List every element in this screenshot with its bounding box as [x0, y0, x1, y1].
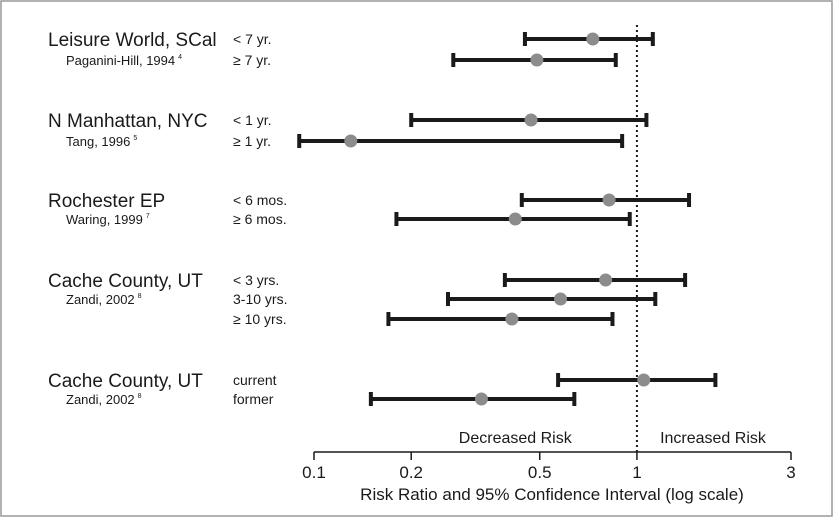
point-estimate: [524, 113, 538, 127]
subgroup-label: ≥ 7 yr.: [233, 52, 271, 68]
study-author-text: Waring, 1999: [66, 212, 143, 227]
point-estimate: [554, 292, 568, 306]
x-axis: 0.1 0.2 0.5 1 3: [302, 451, 796, 482]
subgroup-label: current: [233, 372, 277, 388]
subgroup-label: < 7 yr.: [233, 31, 272, 47]
study-name: Cache County, UT: [48, 371, 203, 392]
confidence-intervals: [297, 32, 718, 406]
study-name: Rochester EP: [48, 191, 165, 212]
reference-superscript: 8: [138, 393, 142, 400]
point-estimate: [602, 193, 616, 207]
study-author: Zandi, 2002 8: [66, 292, 142, 307]
study-author: Paganini-Hill, 1994 4: [66, 53, 182, 68]
subgroup-label: ≥ 1 yr.: [233, 133, 271, 149]
decreased-risk-label: Decreased Risk: [459, 430, 573, 447]
subgroup-label: ≥ 10 yrs.: [233, 311, 287, 327]
x-axis-ticks: 0.1 0.2 0.5 1 3: [302, 452, 796, 482]
subgroup-label: < 6 mos.: [233, 192, 287, 208]
study-name: Cache County, UT: [48, 271, 203, 292]
point-estimate: [508, 212, 522, 226]
subgroup-label: former: [233, 391, 274, 407]
x-tick-label: 3: [786, 463, 795, 482]
point-estimate: [599, 273, 613, 287]
study-author: Zandi, 2002 8: [66, 392, 142, 407]
subgroup-label: ≥ 6 mos.: [233, 211, 287, 227]
study-author-text: Paganini-Hill, 1994: [66, 53, 175, 68]
study-author: Tang, 1996 5: [66, 134, 137, 149]
x-tick-label: 0.5: [528, 463, 552, 482]
point-estimate: [474, 392, 488, 406]
x-tick-label: 0.2: [399, 463, 423, 482]
x-tick-label: 0.1: [302, 463, 326, 482]
subgroup-label: < 3 yrs.: [233, 272, 279, 288]
point-estimate: [586, 32, 600, 46]
study-author-text: Zandi, 2002: [66, 392, 135, 407]
point-estimate: [530, 53, 544, 67]
reference-superscript: 8: [138, 293, 142, 300]
x-tick-label: 1: [632, 463, 641, 482]
study-labels: Leisure World, SCal Paganini-Hill, 1994 4 <…: [48, 30, 287, 407]
reference-superscript: 7: [146, 213, 150, 220]
study-author-text: Zandi, 2002: [66, 292, 135, 307]
x-axis-title: Risk Ratio and 95% Confidence Interval (…: [360, 485, 744, 504]
study-name: N Manhattan, NYC: [48, 111, 207, 132]
subgroup-label: < 1 yr.: [233, 112, 272, 128]
increased-risk-label: Increased Risk: [660, 430, 767, 447]
reference-superscript: 5: [133, 135, 137, 142]
point-estimate: [505, 312, 519, 326]
study-author-text: Tang, 1996: [66, 134, 130, 149]
subgroup-label: 3-10 yrs.: [233, 291, 287, 307]
point-estimate: [344, 134, 358, 148]
study-author: Waring, 1999 7: [66, 212, 150, 227]
study-name: Leisure World, SCal: [48, 30, 217, 51]
reference-superscript: 4: [178, 54, 182, 61]
point-estimate: [637, 373, 651, 387]
